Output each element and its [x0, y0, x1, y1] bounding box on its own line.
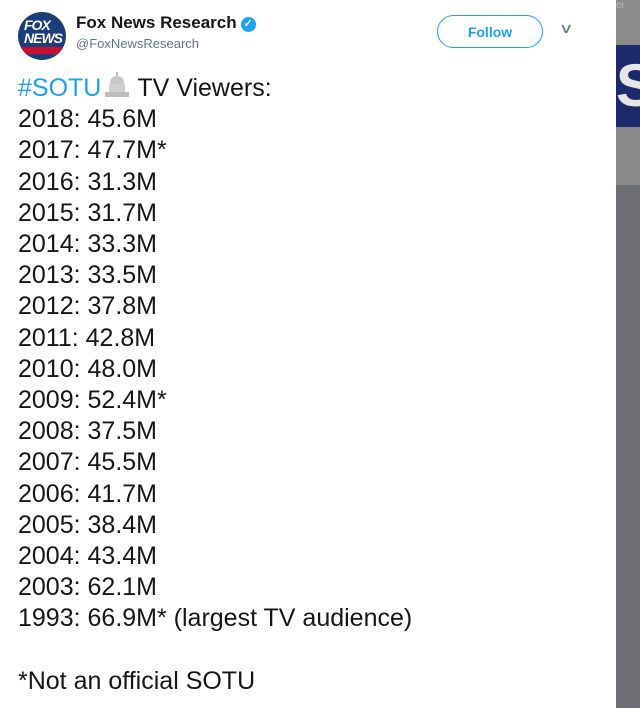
- viewer-line: 2008: 37.5M: [18, 417, 157, 446]
- viewer-line: 2006: 41.7M: [18, 479, 157, 508]
- viewer-line: 2016: 31.3M: [18, 167, 157, 196]
- avatar-logo: FOX NEWS: [24, 17, 63, 46]
- avatar-stripe: [18, 47, 66, 54]
- background-page-edge: er S: [616, 0, 640, 708]
- viewer-line: 2014: 33.3M: [18, 230, 157, 259]
- viewer-line: 2018: 45.6M: [18, 105, 157, 134]
- author-name[interactable]: Fox News Research ✓: [76, 13, 256, 33]
- viewer-line: 2003: 62.1M: [18, 573, 157, 602]
- viewer-line: 2015: 31.7M: [18, 198, 157, 227]
- viewer-line: 2011: 42.8M: [18, 323, 156, 352]
- viewer-line: 1993: 66.9M* (largest TV audience): [18, 604, 413, 633]
- viewer-line: 2012: 37.8M: [18, 292, 157, 321]
- viewer-line: 2009: 52.4M*: [18, 386, 167, 415]
- follow-button[interactable]: Follow: [437, 15, 543, 48]
- viewer-line: 2004: 43.4M: [18, 542, 157, 571]
- classical-building-icon: [105, 72, 130, 97]
- background-panel: [616, 127, 640, 185]
- verified-badge-icon: ✓: [240, 17, 256, 32]
- author-handle[interactable]: @FoxNewsResearch: [76, 36, 200, 51]
- viewer-line: 2013: 33.5M: [18, 261, 157, 290]
- footnote: *Not an official SOTU: [18, 666, 256, 695]
- background-text: er: [616, 0, 640, 45]
- viewer-list: 2018: 45.6M 2017: 47.7M* 2016: 31.3M 2015: …: [18, 104, 412, 634]
- tweet-headline: #SOTU TV Viewers:: [18, 72, 412, 104]
- background-banner: S: [616, 45, 640, 127]
- viewer-line: 2010: 48.0M: [18, 354, 157, 383]
- viewer-line: 2007: 45.5M: [18, 448, 157, 477]
- tweet-card: FOX NEWS Fox News Research ✓ @FoxNewsResea…: [18, 12, 574, 697]
- viewer-line: 2017: 47.7M*: [18, 136, 167, 165]
- hashtag-link[interactable]: #SOTU: [18, 74, 102, 102]
- viewer-line: 2005: 38.4M: [18, 510, 157, 539]
- chevron-down-icon[interactable]: ∨: [558, 20, 574, 36]
- headline-text: TV Viewers:: [137, 74, 272, 102]
- avatar[interactable]: FOX NEWS: [18, 12, 66, 60]
- author-name-text: Fox News Research: [76, 13, 237, 32]
- tweet-text: #SOTU TV Viewers: 2018: 45.6M 2017: 47.7M…: [18, 72, 412, 697]
